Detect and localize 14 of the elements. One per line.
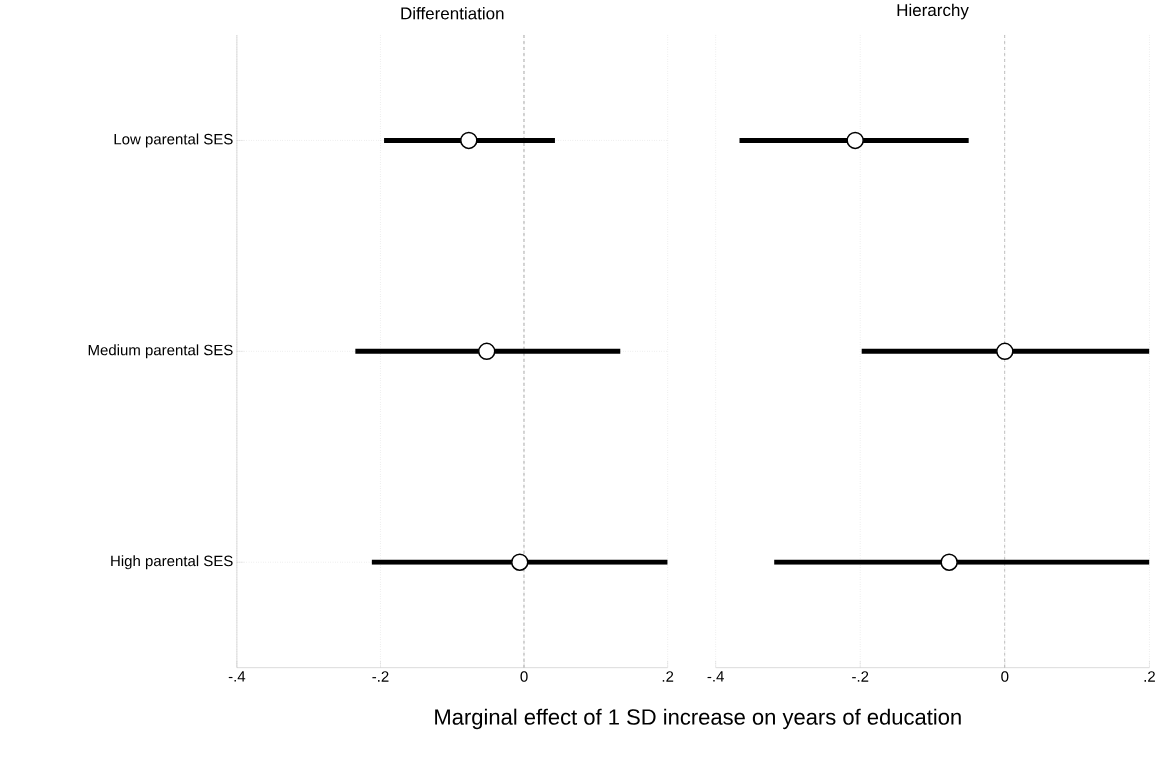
chart-title: Hierarchy: [897, 3, 969, 20]
y-tick-label: Medium parental SES: [88, 344, 233, 359]
x-tick-label: -.2: [372, 671, 389, 682]
x-tick-label: -.4: [228, 671, 246, 682]
x-tick-label: 0: [1001, 671, 1009, 682]
x-tick-label: 0: [520, 671, 528, 682]
x-axis-title: Marginal effect of 1 SD increase on years of education: [435, 708, 961, 730]
y-tick-label: Low parental SES: [114, 133, 233, 148]
y-tick-label: High parental SES: [111, 555, 233, 570]
chart-title: Differentiation: [401, 7, 504, 20]
x-tick-label: -.2: [852, 671, 869, 682]
x-tick-label: .2: [662, 671, 674, 682]
x-tick-label: .2: [1144, 671, 1155, 682]
x-tick-label: -.4: [707, 671, 724, 682]
